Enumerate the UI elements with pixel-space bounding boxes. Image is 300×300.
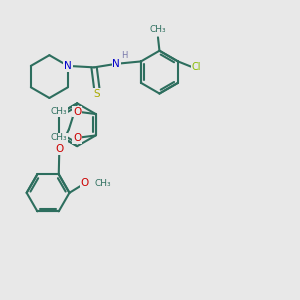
Text: CH₃: CH₃ xyxy=(150,25,166,34)
Text: CH₃: CH₃ xyxy=(50,133,67,142)
Text: O: O xyxy=(55,144,64,154)
Text: O: O xyxy=(81,178,89,188)
Text: H: H xyxy=(121,51,127,60)
Text: N: N xyxy=(64,61,72,71)
Text: N: N xyxy=(112,59,120,69)
Text: S: S xyxy=(94,88,100,98)
Text: O: O xyxy=(73,133,81,143)
Text: CH₃: CH₃ xyxy=(50,107,67,116)
Text: Cl: Cl xyxy=(192,62,202,72)
Text: CH₃: CH₃ xyxy=(94,179,111,188)
Text: O: O xyxy=(73,107,81,117)
